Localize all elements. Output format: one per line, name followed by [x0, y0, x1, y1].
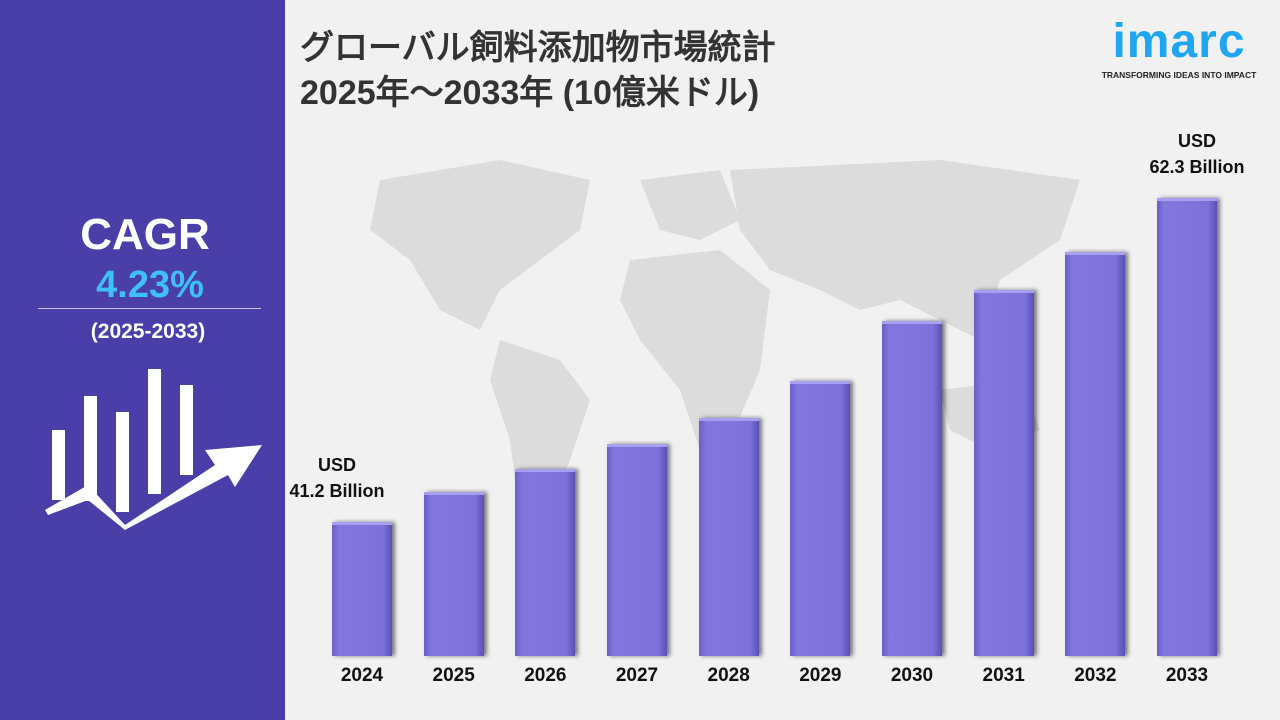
bar-2033 [1157, 198, 1217, 656]
data-label: USD 62.3 Billion [1117, 128, 1277, 180]
cagr-period: (2025-2033) [90, 320, 206, 343]
chart-title: グローバル飼料添加物市場統計 2025年～2033年 (10億米ドル) [300, 26, 776, 116]
bar-2028 [698, 417, 759, 656]
bar-2024 [332, 522, 392, 656]
x-tick-label: 2030 [890, 665, 934, 686]
x-tick-label: 2024 [340, 665, 384, 686]
data-label-value: 41.2 Billion [289, 481, 385, 502]
bar-2031 [973, 290, 1034, 656]
cagr-panel: CAGR 4.23% (2025-2033) [0, 0, 285, 720]
logo-tagline: TRANSFORMING IDEAS INTO IMPACT [1101, 70, 1257, 80]
cagr-value: 4.23% [96, 264, 204, 306]
x-tick-label: 2029 [799, 665, 842, 686]
title-line-1: グローバル飼料添加物市場統計 [300, 29, 776, 67]
data-label-currency: USD [317, 455, 356, 476]
bar-2029 [790, 381, 851, 656]
title-line-2: 2025年～2033年 (10億米ドル) [300, 74, 760, 112]
x-tick-label: 2026 [524, 665, 567, 686]
imarc-logo: imarc TRANSFORMING IDEAS INTO IMPACT [1094, 12, 1264, 80]
logo-text: imarc [1112, 15, 1246, 68]
x-tick-label: 2032 [1074, 665, 1117, 686]
x-tick-label: 2031 [982, 665, 1025, 686]
x-tick-label: 2027 [615, 665, 659, 686]
bar-2032 [1065, 252, 1126, 656]
data-label: USD 41.2 Billion [257, 452, 417, 504]
data-label-value: 62.3 Billion [1149, 157, 1245, 178]
x-tick-label: 2028 [707, 665, 750, 686]
growth-chart-icon [45, 369, 262, 530]
data-label-currency: USD [1177, 131, 1216, 152]
bar-2026 [515, 468, 576, 656]
divider [38, 308, 261, 309]
cagr-label: CAGR [80, 210, 210, 259]
x-tick-label: 2025 [432, 665, 475, 686]
bar-2030 [882, 321, 942, 656]
bar-2027 [607, 444, 667, 656]
world-map-background [370, 160, 1080, 530]
x-tick-label: 2033 [1165, 665, 1209, 686]
bar-2025 [423, 491, 484, 656]
